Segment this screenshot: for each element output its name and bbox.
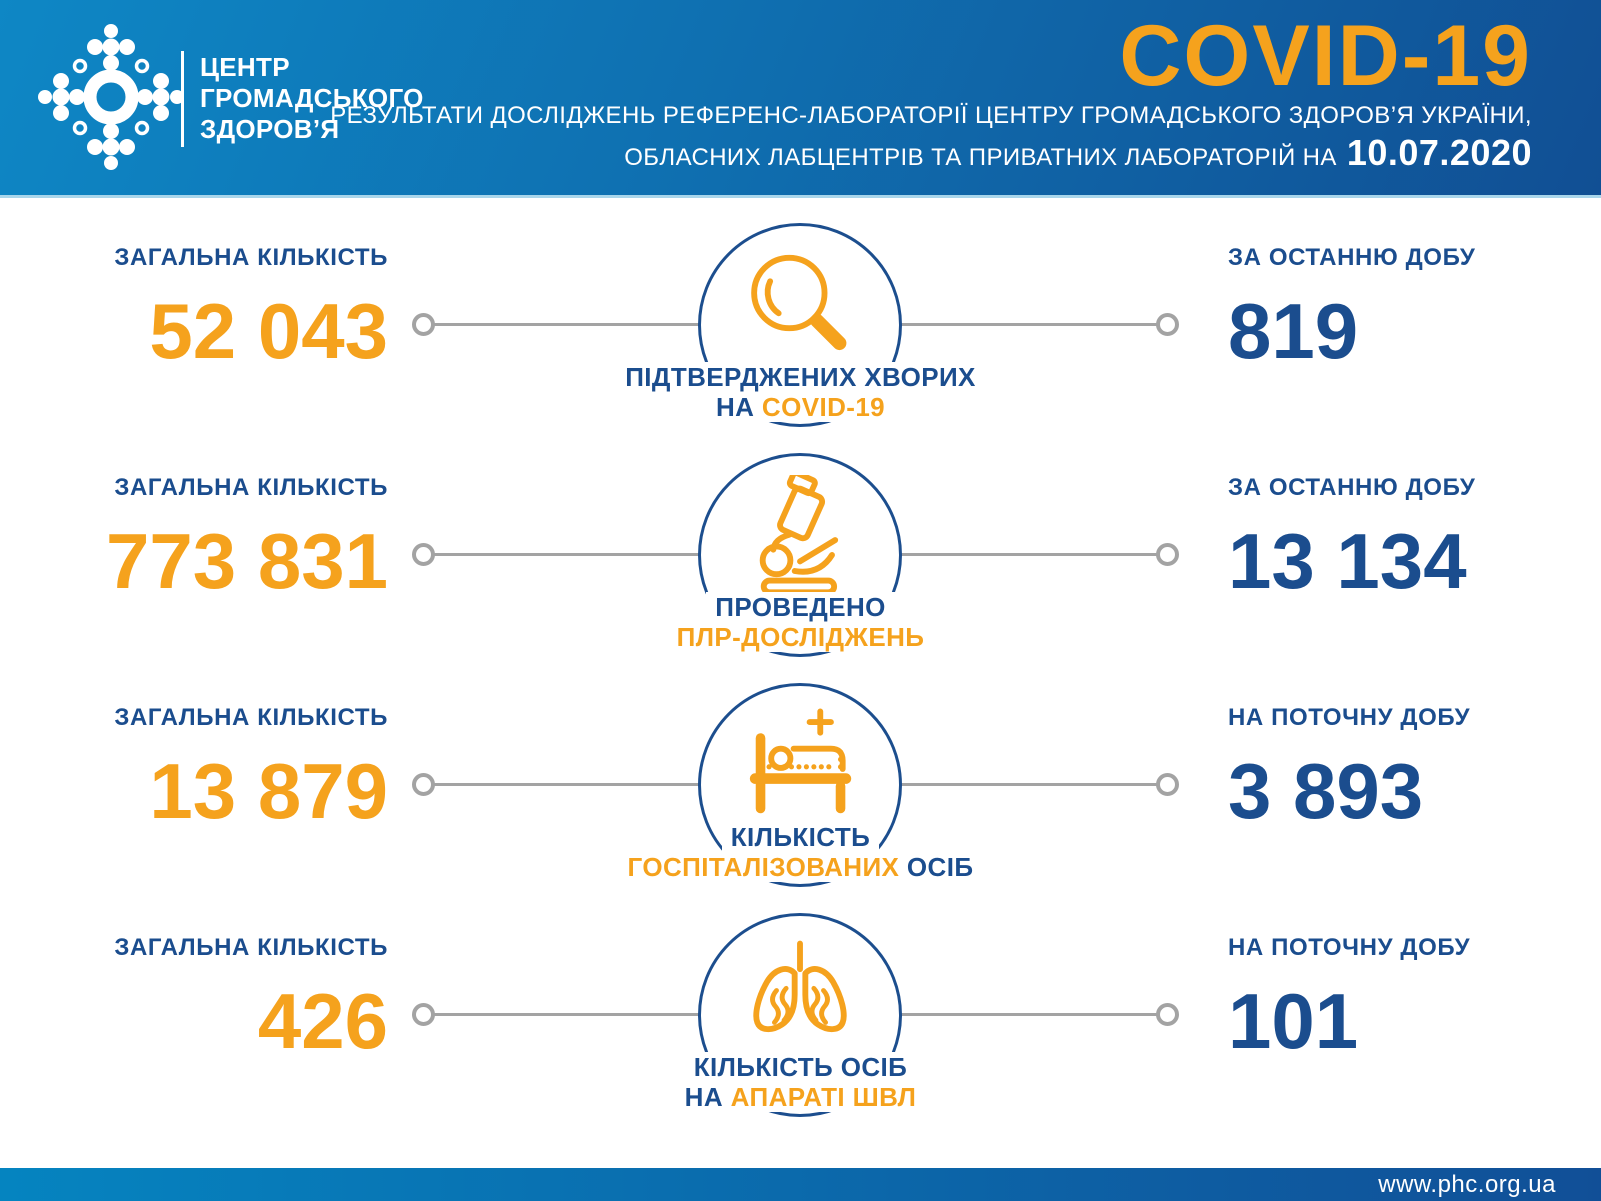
period-stat: ЗА ОСТАННЮ ДОБУ 819	[1228, 244, 1475, 370]
icon-caption-line: КІЛЬКІСТЬ ОСІБ	[0, 1052, 1601, 1082]
phc-logo-icon	[38, 24, 184, 170]
period-label: НА ПОТОЧНУ ДОБУ	[1228, 704, 1471, 731]
header-subtitle-line2-text: ОБЛАСНИХ ЛАБЦЕНТРІВ ТА ПРИВАТНИХ ЛАБОРАТ…	[624, 144, 1337, 171]
stat-row-confirmed-cases: ЗАГАЛЬНА КІЛЬКІСТЬ 52 043 ПІДТВЕРДЖЕНИХ …	[0, 210, 1601, 440]
icon-caption-line: ПІДТВЕРДЖЕНИХ ХВОРИХ	[0, 362, 1601, 392]
period-stat: ЗА ОСТАННЮ ДОБУ 13 134	[1228, 474, 1475, 600]
total-stat: ЗАГАЛЬНА КІЛЬКІСТЬ 426	[0, 934, 388, 1060]
total-value: 773 831	[106, 517, 388, 605]
stat-row-pcr-tests: ЗАГАЛЬНА КІЛЬКІСТЬ 773 831 ПРОВЕДЕНО ПЛР-…	[0, 440, 1601, 670]
period-value: 13 134	[1228, 517, 1467, 605]
stat-row-hospitalized: ЗАГАЛЬНА КІЛЬКІСТЬ 13 879	[0, 670, 1601, 900]
header-banner: ЦЕНТР ГРОМАДСЬКОГО ЗДОРОВ’Я COVID-19 РЕЗ…	[0, 0, 1601, 198]
total-value: 426	[257, 977, 388, 1065]
connector-ring-left	[412, 543, 435, 566]
stat-row-ventilated: ЗАГАЛЬНА КІЛЬКІСТЬ 426 КІЛЬКІСТЬ ОСІБ НА …	[0, 900, 1601, 1130]
icon-caption-line: НА COVID-19	[0, 392, 1601, 422]
icon-caption: КІЛЬКІСТЬ ОСІБ НА АПАРАТІ ШВЛ	[0, 1052, 1601, 1112]
logo-text-line: ГРОМАДСЬКОГО	[200, 83, 424, 113]
covid-title: COVID-19	[1119, 8, 1532, 104]
icon-caption: ПРОВЕДЕНО ПЛР-ДОСЛІДЖЕНЬ	[0, 592, 1601, 652]
icon-caption-line: ПЛР-ДОСЛІДЖЕНЬ	[0, 622, 1601, 652]
total-value: 52 043	[149, 287, 388, 375]
connector-ring-left	[412, 773, 435, 796]
icon-caption-line: ПРОВЕДЕНО	[0, 592, 1601, 622]
total-stat: ЗАГАЛЬНА КІЛЬКІСТЬ 773 831	[0, 474, 388, 600]
magnifier-icon	[751, 254, 847, 351]
total-label: ЗАГАЛЬНА КІЛЬКІСТЬ	[114, 934, 388, 961]
hospital-bed-icon	[749, 708, 852, 814]
lungs-icon	[753, 940, 847, 1033]
microscope-icon	[759, 475, 839, 596]
icon-caption-line: НА АПАРАТІ ШВЛ	[0, 1082, 1601, 1112]
icon-caption: ПІДТВЕРДЖЕНИХ ХВОРИХ НА COVID-19	[0, 362, 1601, 422]
logo-text: ЦЕНТР ГРОМАДСЬКОГО ЗДОРОВ’Я	[200, 52, 424, 145]
website-url: www.phc.org.ua	[1378, 1170, 1556, 1198]
connector-ring-right	[1156, 313, 1179, 336]
period-label: НА ПОТОЧНУ ДОБУ	[1228, 934, 1471, 961]
period-value: 101	[1228, 977, 1359, 1065]
header-subtitle-line2: ОБЛАСНИХ ЛАБЦЕНТРІВ ТА ПРИВАТНИХ ЛАБОРАТ…	[624, 134, 1532, 177]
connector-ring-right	[1156, 773, 1179, 796]
logo-text-line: ЗДОРОВ’Я	[200, 114, 340, 144]
header-subtitle-line1: РЕЗУЛЬТАТИ ДОСЛІДЖЕНЬ РЕФЕРЕНС-ЛАБОРАТОР…	[330, 102, 1532, 129]
total-stat: ЗАГАЛЬНА КІЛЬКІСТЬ 13 879	[0, 704, 388, 830]
total-label: ЗАГАЛЬНА КІЛЬКІСТЬ	[114, 244, 388, 271]
report-date: 10.07.2020	[1346, 132, 1532, 173]
icon-caption: КІЛЬКІСТЬ ГОСПІТАЛІЗОВАНИХ ОСІБ	[0, 822, 1601, 882]
total-label: ЗАГАЛЬНА КІЛЬКІСТЬ	[114, 704, 388, 731]
period-label: ЗА ОСТАННЮ ДОБУ	[1228, 244, 1476, 271]
icon-caption-line: КІЛЬКІСТЬ	[0, 822, 1601, 852]
total-label: ЗАГАЛЬНА КІЛЬКІСТЬ	[114, 474, 388, 501]
period-label: ЗА ОСТАННЮ ДОБУ	[1228, 474, 1476, 501]
total-value: 13 879	[149, 747, 388, 835]
connector-ring-left	[412, 1003, 435, 1026]
icon-caption-line: ГОСПІТАЛІЗОВАНИХ ОСІБ	[0, 852, 1601, 882]
period-stat: НА ПОТОЧНУ ДОБУ 3 893	[1228, 704, 1470, 830]
connector-ring-right	[1156, 1003, 1179, 1026]
logo-separator	[181, 51, 184, 147]
connector-ring-left	[412, 313, 435, 336]
period-value: 819	[1228, 287, 1359, 375]
period-value: 3 893	[1228, 747, 1424, 835]
total-stat: ЗАГАЛЬНА КІЛЬКІСТЬ 52 043	[0, 244, 388, 370]
footer-bar: www.phc.org.ua	[0, 1168, 1601, 1201]
connector-ring-right	[1156, 543, 1179, 566]
period-stat: НА ПОТОЧНУ ДОБУ 101	[1228, 934, 1470, 1060]
logo-text-line: ЦЕНТР	[200, 52, 290, 82]
